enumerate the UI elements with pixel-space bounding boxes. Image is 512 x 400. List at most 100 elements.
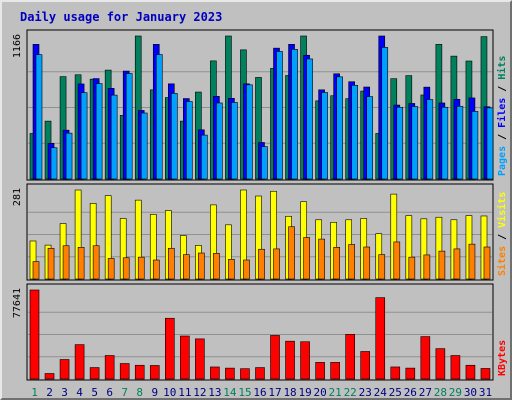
- bar-kbytes-day-8: [134, 364, 145, 380]
- bar-sites-day-9: [152, 259, 160, 280]
- day-label-17: 17: [268, 386, 281, 399]
- legend-entry-top-3: /: [497, 80, 508, 98]
- bar-kbytes-day-2: [44, 373, 55, 380]
- day-label-1: 1: [31, 386, 38, 399]
- bar-sites-day-26: [408, 256, 416, 280]
- day-label-11: 11: [178, 386, 191, 399]
- bar-sites-day-25: [393, 241, 401, 280]
- bar-kbytes-day-31: [480, 368, 491, 380]
- day-label-31: 31: [479, 386, 492, 399]
- bar-pages-day-2: [50, 147, 58, 180]
- day-label-5: 5: [91, 386, 98, 399]
- bar-sites-day-15: [243, 259, 250, 280]
- day-label-7: 7: [121, 386, 128, 399]
- bar-sites-day-3: [62, 245, 70, 280]
- bar-kbytes-day-18: [285, 340, 295, 380]
- chart-panels: 1166 Pages / Files / Hits 281 Sites / Visit…: [12, 29, 508, 381]
- day-label-16: 16: [253, 386, 266, 399]
- panel-top: 1166 Pages / Files / Hits: [12, 29, 508, 181]
- legend-entry-top-4: Hits: [496, 56, 508, 80]
- bar-pages-day-12: [201, 134, 208, 180]
- bar-pages-day-14: [231, 102, 238, 180]
- day-label-3: 3: [61, 386, 68, 399]
- bar-pages-day-13: [216, 102, 223, 180]
- bar-pages-day-31: [486, 107, 494, 180]
- day-label-29: 29: [449, 386, 462, 399]
- bar-sites-day-7: [122, 257, 130, 280]
- chart-title: Daily usage for January 2023: [20, 10, 222, 24]
- day-label-9: 9: [151, 386, 158, 399]
- day-label-23: 23: [359, 386, 372, 399]
- legend-entry-middle-0: Sites: [496, 246, 508, 276]
- bar-sites-day-6: [107, 258, 115, 280]
- day-label-28: 28: [434, 386, 447, 399]
- bar-kbytes-day-20: [315, 362, 325, 380]
- bar-sites-day-10: [167, 247, 175, 280]
- day-label-21: 21: [329, 386, 342, 399]
- bar-sites-day-22: [348, 244, 356, 280]
- bar-sites-day-23: [363, 246, 371, 280]
- day-label-27: 27: [419, 386, 432, 399]
- bar-kbytes-day-11: [180, 335, 190, 380]
- bar-kbytes-day-28: [435, 348, 446, 380]
- bar-sites-day-2: [47, 247, 55, 280]
- bar-pages-day-19: [306, 58, 313, 180]
- legend-bottom: KBytes: [497, 340, 508, 376]
- bar-pages-day-9: [155, 54, 163, 180]
- bar-pages-day-5: [95, 83, 103, 180]
- day-label-26: 26: [404, 386, 417, 399]
- day-label-8: 8: [136, 386, 143, 399]
- bar-kbytes-day-9: [149, 365, 160, 380]
- panel-bottom: 77641 KBytes: [12, 283, 508, 381]
- day-label-4: 4: [76, 386, 83, 399]
- day-label-13: 13: [208, 386, 221, 399]
- bar-pages-day-4: [80, 92, 88, 180]
- bar-pages-day-21: [336, 76, 343, 180]
- day-label-30: 30: [464, 386, 477, 399]
- bar-pages-day-23: [366, 96, 374, 180]
- y-max-label-top: 1166: [12, 34, 23, 58]
- bar-pages-day-26: [411, 106, 419, 180]
- day-label-2: 2: [46, 386, 53, 399]
- legend-entry-bottom-0: KBytes: [497, 340, 508, 376]
- bar-sites-day-30: [468, 243, 476, 280]
- bar-kbytes-day-21: [330, 362, 340, 380]
- day-axis: 1 2 3 4 5 6 7 8 9 10 11 12 13 14 15 16 17 18 19 20 21 22 23 24 2…: [31, 386, 492, 399]
- bar-kbytes-day-5: [89, 367, 100, 380]
- bar-sites-day-4: [77, 247, 85, 280]
- bar-sites-day-19: [303, 237, 310, 280]
- day-label-10: 10: [163, 386, 176, 399]
- legend-entry-top-1: /: [497, 128, 508, 146]
- bar-sites-day-11: [183, 254, 190, 280]
- bar-pages-day-1: [35, 54, 43, 180]
- bar-sites-day-20: [318, 238, 325, 280]
- bar-sites-day-18: [288, 226, 295, 280]
- bar-sites-day-12: [198, 252, 205, 280]
- bar-kbytes-day-16: [255, 367, 265, 380]
- bar-kbytes-day-1: [29, 289, 40, 380]
- bar-kbytes-day-3: [59, 359, 70, 380]
- bar-pages-day-17: [276, 51, 283, 180]
- bar-sites-day-14: [228, 259, 235, 280]
- legend-entry-middle-2: Visits: [496, 192, 508, 228]
- bar-pages-day-30: [471, 111, 479, 180]
- day-label-6: 6: [106, 386, 113, 399]
- day-label-24: 24: [374, 386, 388, 399]
- plot-area-bottom: [26, 283, 494, 381]
- bar-sites-day-28: [438, 250, 446, 280]
- bar-pages-day-29: [456, 105, 464, 180]
- bar-sites-day-17: [273, 248, 280, 280]
- legend-entry-top-0: Pages: [497, 146, 508, 176]
- bar-sites-day-8: [137, 256, 145, 280]
- day-label-12: 12: [193, 386, 206, 399]
- bar-sites-day-16: [258, 248, 265, 280]
- y-max-label-middle: 281: [12, 188, 23, 206]
- bar-sites-day-24: [378, 254, 386, 280]
- y-max-label-bottom: 77641: [12, 288, 23, 318]
- day-label-20: 20: [314, 386, 327, 399]
- bar-pages-day-27: [426, 99, 434, 180]
- bar-pages-day-20: [321, 92, 328, 180]
- bar-pages-day-10: [170, 93, 178, 180]
